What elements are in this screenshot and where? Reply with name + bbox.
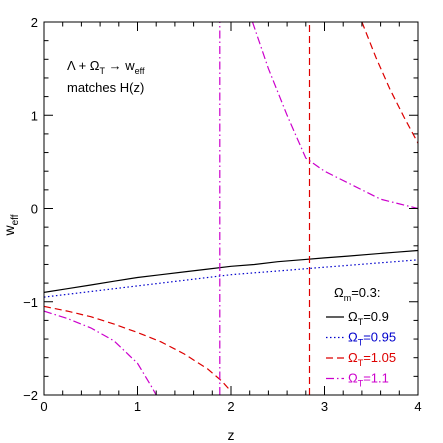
x-tick-label: 3 — [321, 399, 328, 414]
series-layer — [44, 22, 418, 395]
x-tick-label: 2 — [227, 399, 234, 414]
series-3-segment-0 — [44, 310, 157, 395]
annotation-line-2: matches H(z) — [67, 80, 144, 95]
series-2-segment-0 — [44, 305, 232, 392]
y-tick-label: 2 — [31, 15, 38, 30]
x-tick-label: 1 — [134, 399, 141, 414]
x-tick-label: 4 — [414, 399, 421, 414]
x-tick-label: 0 — [40, 399, 47, 414]
x-axis-label: z — [228, 427, 235, 443]
legend-label: ΩT=1.05 — [348, 350, 396, 368]
annotation-line-1: Λ + ΩT → weff — [67, 58, 145, 76]
legend-title: Ωm=0.3: — [334, 285, 381, 303]
y-tick-label: 1 — [31, 108, 38, 123]
y-tick-label: −1 — [23, 295, 38, 310]
series-2-segment-2 — [361, 22, 418, 144]
annotation: Λ + ΩT → weff matches H(z) — [67, 58, 145, 95]
series-1-segment-0 — [44, 259, 418, 298]
legend-label: ΩT=1.1 — [348, 371, 389, 389]
series-3-segment-2 — [251, 22, 418, 210]
y-tick-label: −2 — [23, 388, 38, 403]
ticks-layer: 0 1 2 3 4 −2 −1 0 1 2 — [23, 15, 421, 414]
series-0-segment-0 — [44, 249, 418, 293]
legend-label: ΩT=0.9 — [348, 309, 389, 327]
y-tick-label: 0 — [31, 202, 38, 217]
legend-label: ΩT=0.95 — [348, 330, 396, 348]
y-axis-label: weff — [1, 214, 21, 236]
legend: Ωm=0.3: ΩT=0.9 ΩT=0.95 ΩT=1.05 ΩT=1.1 — [326, 285, 396, 389]
